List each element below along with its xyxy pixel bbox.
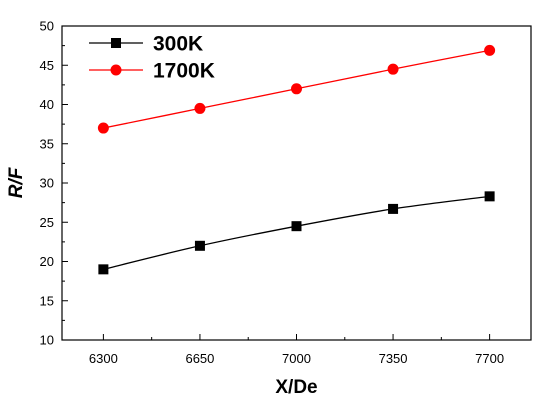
- y-tick-label: 15: [40, 293, 54, 308]
- x-tick-label: 6650: [185, 351, 214, 366]
- y-tick-label: 45: [40, 58, 54, 73]
- legend-marker: [110, 64, 122, 76]
- data-point: [387, 63, 399, 75]
- legend: 300K 1700K: [89, 33, 215, 83]
- data-point: [484, 191, 495, 202]
- y-tick-label: 10: [40, 333, 54, 348]
- x-tick-label: 6300: [89, 351, 118, 366]
- data-point: [484, 44, 496, 56]
- x-axis-title: X/De: [275, 377, 317, 398]
- plot-border: [61, 25, 532, 341]
- legend-label: 1700K: [153, 60, 215, 83]
- y-tick-label: 35: [40, 136, 54, 151]
- series-line: [103, 195, 490, 270]
- series-1700k: [97, 44, 496, 134]
- plot-frame: [61, 25, 532, 341]
- data-point: [194, 102, 206, 114]
- data-point: [98, 264, 109, 275]
- data-point: [97, 122, 109, 134]
- series-layer: [97, 44, 496, 275]
- y-axis-title: R/F: [6, 166, 27, 198]
- legend-label: 300K: [153, 33, 203, 56]
- y-tick-label: 40: [40, 97, 54, 112]
- data-point: [194, 240, 205, 251]
- legend-marker: [111, 38, 121, 48]
- y-axis: 10 15 20 25 30 35 40 45 50: [40, 19, 68, 348]
- x-tick-label: 7000: [282, 351, 311, 366]
- x-tick-label: 7350: [379, 351, 408, 366]
- data-point: [291, 83, 302, 95]
- data-point: [388, 203, 399, 214]
- series-300k: [98, 191, 495, 275]
- y-tick-label: 25: [40, 215, 54, 230]
- x-tick-label: 7700: [475, 351, 504, 366]
- y-tick-label: 30: [40, 176, 54, 191]
- data-point: [291, 221, 302, 232]
- x-axis: 6300 6650 7000 7350 7700: [89, 334, 504, 366]
- y-tick-label: 20: [40, 254, 54, 269]
- y-tick-label: 50: [40, 19, 54, 34]
